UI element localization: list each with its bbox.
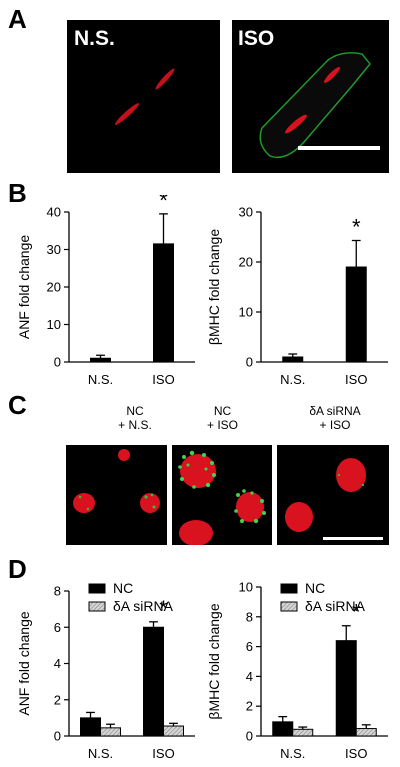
legend-label: δA siRNA — [113, 598, 174, 614]
micrograph-nc-iso — [172, 445, 272, 545]
bar — [153, 243, 174, 363]
y-tick-label: 20 — [239, 255, 253, 270]
y-tick-label: 0 — [54, 355, 61, 370]
panel-letter-b: B — [8, 178, 27, 208]
bar-nc — [335, 640, 357, 737]
chart-d-bmhc: 0 2 4 6 8 10 βMHC fold change N.S. ISO * NC δA siRN… — [206, 580, 388, 761]
micrograph-siRNA-iso — [277, 445, 389, 545]
bar-sirna — [163, 725, 184, 737]
x-tick-label: ISO — [152, 746, 174, 761]
significance-star: * — [352, 600, 361, 625]
condition-label-siRNA-iso: δA siRNA + ISO — [309, 404, 361, 432]
x-tick-label: N.S. — [280, 746, 305, 761]
significance-star: * — [159, 195, 168, 213]
panel-letter-c: C — [8, 390, 27, 420]
bar — [90, 357, 111, 363]
scale-bar — [323, 537, 383, 540]
condition-label-nc-iso: NC + ISO — [206, 404, 238, 432]
x-tick-label: N.S. — [88, 746, 113, 761]
chart-d-anf: 0 2 4 6 8 ANF fold change N.S. ISO * NC δA siRNA — [16, 580, 195, 761]
image-label-iso: ISO — [238, 27, 275, 50]
bar-sirna — [355, 728, 377, 737]
bar-sirna — [292, 728, 314, 737]
y-tick-label: 40 — [47, 205, 61, 220]
y-axis-label: ANF fold change — [16, 235, 32, 339]
x-tick-label: N.S. — [88, 372, 113, 387]
chart-b-anf: 0 10 20 30 40 ANF fold change N.S. ISO * — [16, 195, 195, 387]
scale-bar — [298, 146, 380, 150]
legend-swatch — [88, 583, 106, 594]
legend-swatch — [280, 601, 298, 612]
legend-label: NC — [113, 580, 133, 596]
legend-label: NC — [305, 580, 325, 596]
y-tick-label: 6 — [246, 639, 253, 654]
y-tick-label: 4 — [54, 656, 61, 671]
y-tick-label: 0 — [54, 729, 61, 744]
condition-label-nc-ns: NC + N.S. — [118, 404, 152, 432]
bar — [345, 266, 367, 363]
y-tick-label: 10 — [47, 317, 61, 332]
x-tick-label: ISO — [345, 746, 367, 761]
chart-b-bmhc: 0 10 20 30 βMHC fold change N.S. ISO * — [206, 205, 388, 387]
bar-nc — [143, 626, 164, 737]
x-tick-label: N.S. — [280, 372, 305, 387]
bar-nc — [272, 721, 294, 737]
y-axis-label: βMHC fold change — [206, 229, 222, 345]
bar-nc — [80, 717, 101, 737]
panel-letter-d: D — [8, 554, 27, 584]
y-tick-label: 20 — [47, 280, 61, 295]
micrograph-nc-ns — [66, 445, 167, 545]
y-tick-label: 8 — [54, 584, 61, 599]
panel-letter-a: A — [8, 4, 27, 34]
y-tick-label: 10 — [239, 580, 253, 595]
y-axis-label: βMHC fold change — [206, 603, 222, 719]
y-tick-label: 10 — [239, 305, 253, 320]
legend-label: δA siRNA — [305, 598, 366, 614]
y-tick-label: 0 — [246, 355, 253, 370]
y-tick-label: 0 — [246, 729, 253, 744]
y-tick-label: 30 — [239, 205, 253, 220]
legend-swatch — [280, 583, 298, 594]
bar — [282, 356, 304, 363]
micrograph-ns-cell: N.S. — [67, 20, 220, 173]
significance-star: * — [352, 215, 361, 240]
y-tick-label: 2 — [54, 692, 61, 707]
x-tick-label: ISO — [152, 372, 174, 387]
y-tick-label: 4 — [246, 669, 253, 684]
y-tick-label: 30 — [47, 242, 61, 257]
image-label-ns: N.S. — [74, 27, 115, 50]
y-axis-label: ANF fold change — [16, 611, 32, 715]
y-tick-label: 8 — [246, 609, 253, 624]
y-tick-label: 6 — [54, 620, 61, 635]
legend-swatch — [88, 601, 106, 612]
y-tick-label: 2 — [246, 699, 253, 714]
micrograph-iso-cell: ISO — [232, 20, 389, 173]
x-tick-label: ISO — [345, 372, 367, 387]
significance-star: * — [159, 596, 168, 621]
bar-sirna — [100, 727, 121, 737]
